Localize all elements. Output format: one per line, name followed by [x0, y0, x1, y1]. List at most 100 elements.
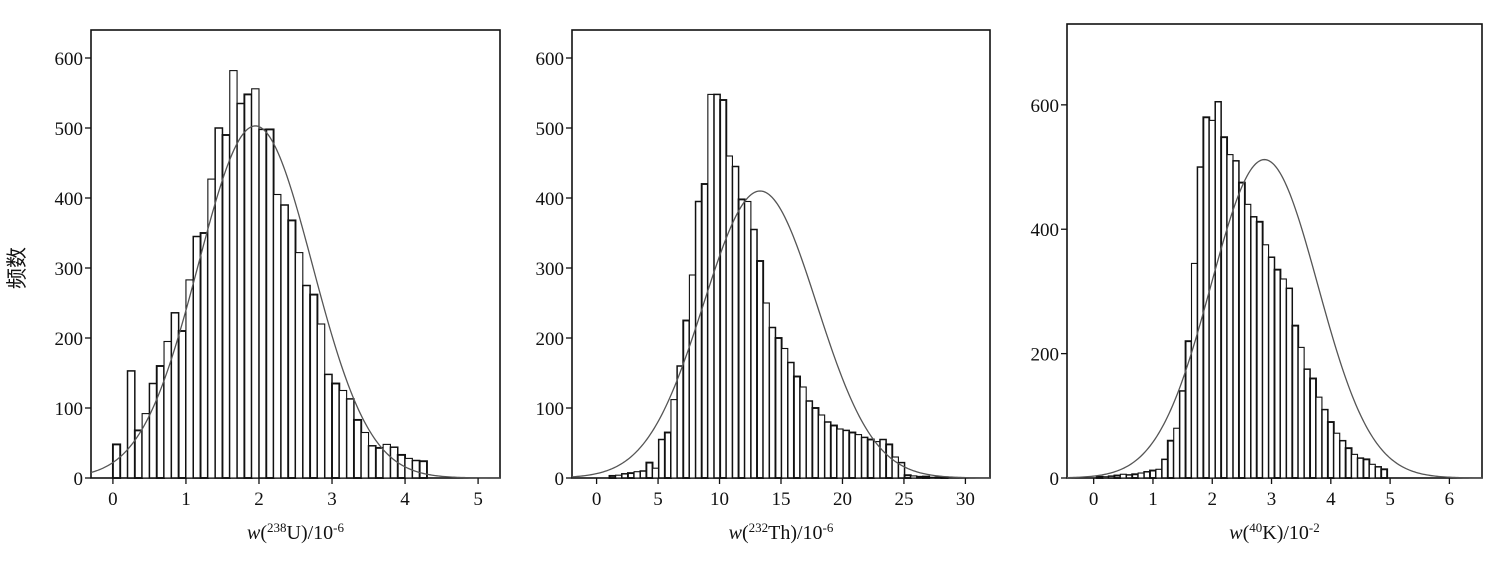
x-tick-label: 4: [400, 489, 410, 510]
x-tick-label: 6: [1445, 489, 1455, 510]
histogram-bar: [1368, 463, 1376, 479]
y-tick-label: 100: [55, 399, 84, 420]
y-tick-label: 100: [536, 399, 565, 420]
x-tick-label: 20: [833, 489, 852, 510]
x-axis-label: w(238U)/10-6: [247, 520, 345, 545]
x-tick-label: 5: [473, 489, 483, 510]
histogram-bar: [626, 472, 636, 479]
x-axis-label: w(40K)/10-2: [1229, 520, 1320, 545]
histogram-bar: [1255, 220, 1264, 479]
histogram-bar: [389, 446, 399, 479]
histogram-bar: [352, 418, 363, 479]
histogram-bar: [885, 443, 894, 479]
histogram-bar: [928, 476, 936, 479]
histogram-bar: [737, 198, 746, 479]
x-axis-label: w(232Th)/10-6: [729, 520, 834, 545]
histogram-bar: [280, 204, 289, 479]
x-tick-label: 25: [894, 489, 913, 510]
histogram-bar: [866, 438, 875, 479]
histogram-panel-u238: 0 1 2 3 4 5 0 100 200 300 400 500 600 w(238U)/10-6: [55, 29, 501, 545]
histogram-bar: [817, 414, 826, 479]
histogram-bar: [811, 407, 820, 479]
histogram-bar: [781, 347, 789, 479]
histogram-bar: [1202, 116, 1211, 479]
histogram-bar: [1119, 473, 1127, 479]
histogram-bar: [1315, 396, 1323, 479]
histogram-bar: [177, 330, 187, 479]
x-tick-label: 3: [327, 489, 337, 510]
histogram-bar: [338, 389, 348, 479]
y-tick-label: 600: [1031, 96, 1060, 117]
histogram-bar: [345, 398, 355, 479]
histogram-bar: [1237, 181, 1246, 479]
histogram-bar: [251, 88, 260, 479]
histogram-bar: [1149, 469, 1157, 479]
histogram-bar: [756, 260, 765, 479]
histogram-bar: [323, 373, 333, 479]
y-axis-label: 频数: [5, 247, 29, 289]
histogram-bar: [1362, 458, 1371, 479]
histogram-bar: [1173, 427, 1181, 479]
y-tick-label: 500: [536, 119, 565, 140]
histogram-bar: [836, 428, 844, 479]
histogram-bar: [294, 252, 304, 479]
y-tick-label: 0: [555, 469, 565, 490]
x-tick-label: 30: [956, 489, 975, 510]
histogram-bar: [418, 460, 428, 479]
histogram-bar: [725, 155, 733, 479]
histogram-bar: [273, 193, 282, 479]
x-tick-label: 0: [1089, 489, 1099, 510]
normal-fit-curve: [1066, 158, 1483, 479]
histogram-bar: [229, 70, 238, 479]
histogram-bar: [670, 399, 678, 479]
histogram-bar: [192, 235, 202, 479]
x-tick-label: 15: [772, 489, 791, 510]
histogram-bar: [236, 102, 246, 479]
x-tick-label: 3: [1267, 489, 1277, 510]
histogram-bar: [645, 461, 654, 479]
histogram-bar: [854, 434, 863, 479]
histogram-bar: [1155, 468, 1163, 479]
y-tick-label: 0: [74, 469, 84, 490]
histogram-bar: [1226, 154, 1234, 479]
x-tick-label: 2: [1208, 489, 1218, 510]
histogram-bar: [688, 274, 697, 479]
histogram-bar: [1220, 136, 1229, 479]
histogram-bar: [1137, 472, 1145, 479]
histogram-bar: [185, 279, 194, 479]
histogram-bar: [1102, 476, 1110, 479]
x-tick-label: 0: [592, 489, 602, 510]
x-tick-label: 2: [254, 489, 264, 510]
histogram-bar: [1279, 278, 1287, 479]
y-tick-label: 400: [55, 189, 84, 210]
y-tick-label: 400: [536, 189, 565, 210]
histogram-bar: [774, 337, 783, 479]
histogram-bar: [922, 475, 931, 479]
histogram-bar: [1244, 203, 1252, 479]
histogram-bar: [1190, 262, 1198, 479]
y-tick-label: 200: [536, 329, 565, 350]
histogram-bar: [1113, 474, 1122, 479]
y-tick-label: 500: [55, 119, 84, 140]
histogram-bar: [903, 474, 912, 479]
histogram-bar: [799, 386, 807, 479]
histogram-bar: [1344, 447, 1353, 479]
histogram-bar: [633, 471, 641, 479]
y-tick-label: 300: [536, 259, 565, 280]
histogram-bar: [214, 127, 224, 479]
histogram-bar: [792, 375, 802, 479]
histogram-bar: [651, 467, 660, 479]
y-tick-label: 200: [55, 329, 84, 350]
histogram-bar: [1309, 377, 1317, 479]
histogram-bar: [316, 323, 326, 479]
histogram-bar: [309, 293, 319, 479]
x-tick-label: 4: [1326, 489, 1336, 510]
histogram-bar: [258, 128, 268, 479]
histogram-bar: [1351, 453, 1359, 479]
histogram-bar: [243, 93, 253, 479]
histogram-bar: [1291, 324, 1300, 479]
y-tick-label: 200: [1031, 345, 1060, 366]
histogram-bar: [719, 99, 728, 479]
histogram-bar: [367, 445, 377, 479]
